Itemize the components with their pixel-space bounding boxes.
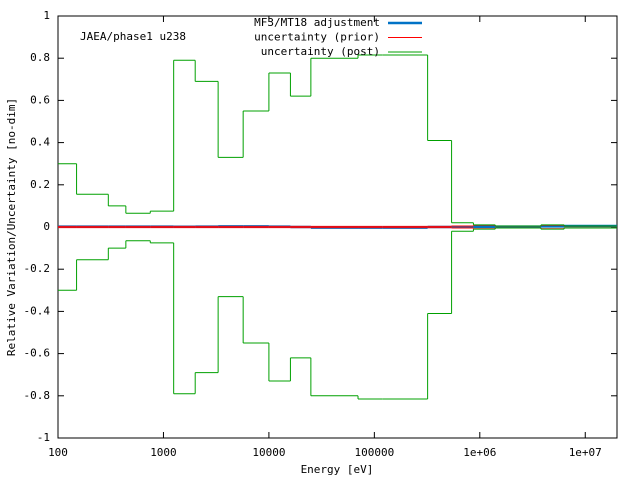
legend-label: uncertainty (post) [261,45,380,58]
x-tick-label: 100 [48,446,68,459]
y-tick-label: -0.8 [24,389,51,402]
x-tick-label: 10000 [252,446,285,459]
x-tick-label: 100000 [354,446,394,459]
y-tick-label: 0 [43,220,50,233]
y-axis-label: Relative Variation/Uncertainty [no-dim] [5,98,18,356]
y-tick-label: 0.8 [30,51,50,64]
x-tick-label: 1000 [150,446,177,459]
legend-label: uncertainty (prior) [254,31,380,44]
annotation: JAEA/phase1 u238 [80,30,186,43]
legend-label: MF3/MT18 adjustment [254,16,380,29]
y-tick-label: 0.4 [30,136,50,149]
x-axis-label: Energy [eV] [301,463,374,476]
y-tick-label: -0.2 [24,262,51,275]
y-tick-label: 1 [43,9,50,22]
y-tick-label: -0.4 [24,304,51,317]
x-tick-label: 1e+07 [569,446,602,459]
y-tick-label: -1 [37,431,50,444]
y-tick-label: 0.6 [30,93,50,106]
y-tick-label: 0.2 [30,178,50,191]
x-tick-label: 1e+06 [463,446,496,459]
y-tick-label: -0.6 [24,347,51,360]
